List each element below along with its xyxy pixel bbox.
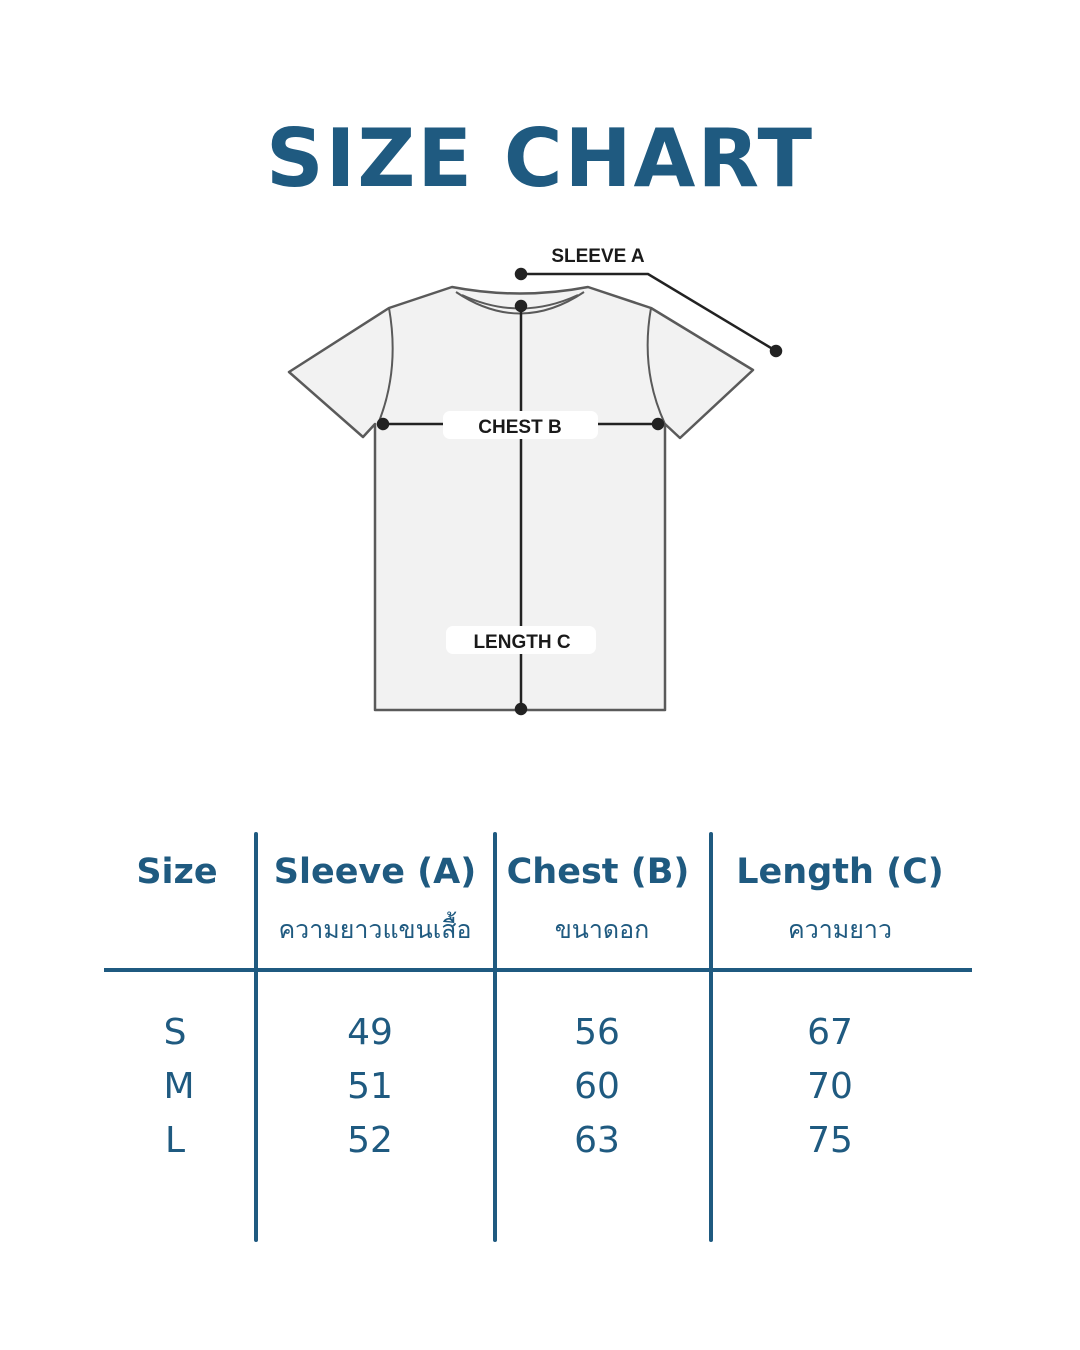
length-bottom-dot [514,702,528,716]
sleeve-cell: 52 [347,1120,393,1161]
column-divider [254,832,258,1242]
size-cell: S [163,1012,187,1053]
length-label: LENGTH C [473,632,570,653]
sleeve-label: SLEEVE A [551,246,645,267]
sleeve-start-dot [514,267,528,281]
length-cell: 67 [807,1012,853,1053]
chest-left-dot [376,417,390,431]
header-chest: Chest (B) [506,852,690,892]
length-cell: 75 [807,1120,853,1161]
header-length-thai: ความยาว [787,915,893,944]
header-length: Length (C) [736,852,944,892]
column-divider [493,832,497,1242]
length-cell: 70 [807,1066,853,1107]
sleeve-end-dot [769,344,783,358]
tshirt-diagram: SLEEVE A CHEST B LENGTH C [287,240,783,716]
sleeve-cell: 49 [347,1012,393,1053]
header-size: Size [136,852,218,892]
chest-cell: 60 [574,1066,620,1107]
header-chest-thai: ขนาดอก [554,915,650,944]
chest-right-dot [651,417,665,431]
sleeve-line [521,272,777,353]
header-sleeve-thai: ความยาวแขนเสื้อ [278,915,472,944]
column-divider [709,832,713,1242]
size-cell: L [164,1120,186,1161]
chest-cell: 63 [574,1120,620,1161]
sleeve-label-bg [548,240,658,268]
header-divider [104,968,972,972]
page-title: SIZE CHART [265,112,815,205]
header-sleeve: Sleeve (A) [273,852,477,892]
size-cell: M [163,1066,195,1107]
sleeve-cell: 51 [347,1066,393,1107]
chest-label: CHEST B [478,417,561,438]
chest-cell: 56 [574,1012,620,1053]
length-top-dot [514,299,528,313]
chest-label-bg [443,411,598,439]
length-label-bg [446,626,596,654]
